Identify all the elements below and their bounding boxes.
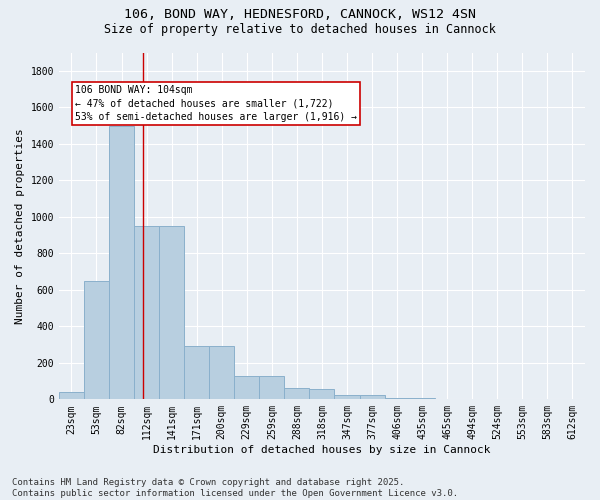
Bar xyxy=(410,398,434,400)
Y-axis label: Number of detached properties: Number of detached properties xyxy=(15,128,25,324)
Bar xyxy=(234,376,259,400)
Bar xyxy=(159,226,184,400)
Bar xyxy=(134,226,159,400)
X-axis label: Distribution of detached houses by size in Cannock: Distribution of detached houses by size … xyxy=(153,445,491,455)
Text: 106 BOND WAY: 104sqm
← 47% of detached houses are smaller (1,722)
53% of semi-de: 106 BOND WAY: 104sqm ← 47% of detached h… xyxy=(75,86,357,122)
Bar xyxy=(385,398,410,400)
Bar xyxy=(59,392,84,400)
Bar xyxy=(284,388,310,400)
Text: Contains HM Land Registry data © Crown copyright and database right 2025.
Contai: Contains HM Land Registry data © Crown c… xyxy=(12,478,458,498)
Text: Size of property relative to detached houses in Cannock: Size of property relative to detached ho… xyxy=(104,22,496,36)
Bar xyxy=(359,396,385,400)
Bar xyxy=(109,126,134,400)
Text: 106, BOND WAY, HEDNESFORD, CANNOCK, WS12 4SN: 106, BOND WAY, HEDNESFORD, CANNOCK, WS12… xyxy=(124,8,476,20)
Bar xyxy=(184,346,209,400)
Bar xyxy=(209,346,234,400)
Bar xyxy=(434,399,460,400)
Bar xyxy=(334,395,359,400)
Bar xyxy=(84,280,109,400)
Bar xyxy=(310,390,334,400)
Bar xyxy=(259,376,284,400)
